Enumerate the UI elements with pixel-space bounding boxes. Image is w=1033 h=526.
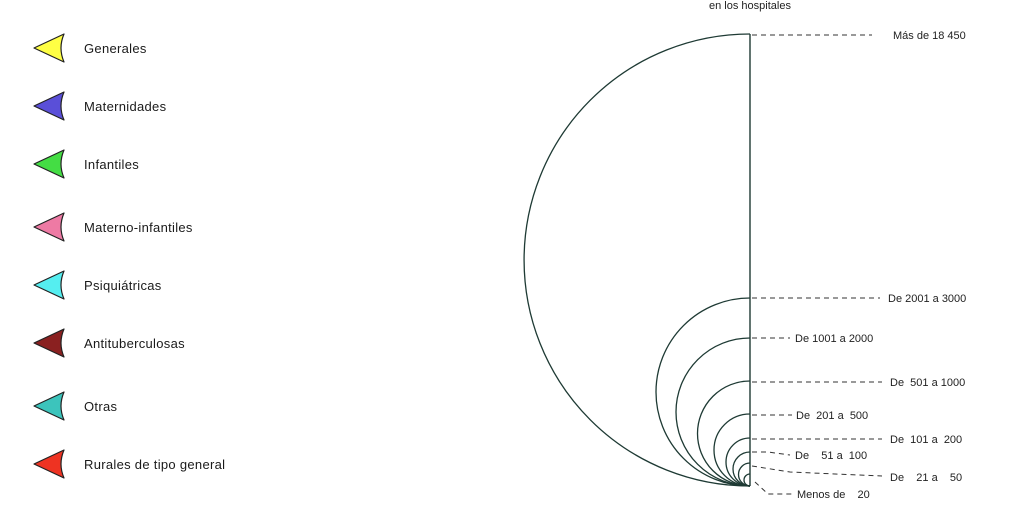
arc-2001-3000 — [655, 297, 751, 487]
arc-501-1000 — [696, 380, 751, 487]
cone-icon — [33, 212, 65, 242]
range-label: De 201 a 500 — [796, 410, 868, 422]
diagram-title: en los hospitales — [709, 0, 791, 12]
legend-item-otras: Otras — [30, 386, 117, 426]
legend-label: Otras — [84, 398, 118, 414]
legend-item-maternidades: Maternidades — [30, 86, 166, 126]
arc-mas-de-18450 — [523, 33, 751, 487]
cone-icon — [33, 449, 65, 479]
range-label: De 51 a 100 — [795, 450, 867, 462]
range-label: De 21 a 50 — [890, 472, 962, 484]
legend-label: Antituberculosas — [84, 335, 185, 351]
legend-item-psiquiatricas: Psiquiátricas — [30, 265, 162, 305]
legend-item-infantiles: Infantiles — [30, 144, 139, 184]
range-label: Más de 18 450 — [893, 30, 966, 42]
legend-label: Maternidades — [84, 98, 167, 114]
arc-menos-20 — [743, 473, 751, 487]
range-label: De 1001 a 2000 — [795, 333, 873, 345]
cone-icon — [33, 33, 65, 63]
leader-line — [752, 451, 791, 456]
legend-item-antituberculosas: Antituberculosas — [30, 323, 185, 363]
legend-item-materno-infantiles: Materno-infantiles — [30, 207, 193, 247]
legend-label: Rurales de tipo general — [84, 456, 226, 472]
range-label: De 501 a 1000 — [890, 377, 965, 389]
leader-line — [751, 465, 883, 477]
cone-icon — [33, 91, 65, 121]
arc-1001-2000 — [675, 337, 751, 487]
legend-item-rurales: Rurales de tipo general — [30, 444, 225, 484]
arc-201-500 — [713, 413, 751, 487]
range-label: De 2001 a 3000 — [888, 293, 966, 305]
cone-icon — [33, 149, 65, 179]
legend-item-generales: Generales — [30, 28, 147, 68]
cone-icon — [33, 328, 65, 358]
legend-label: Psiquiátricas — [84, 277, 162, 293]
arc-101-200 — [725, 437, 751, 487]
range-label: De 101 a 200 — [890, 434, 962, 446]
cone-icon — [33, 270, 65, 300]
leader-line — [754, 481, 792, 495]
range-label: Menos de 20 — [797, 489, 870, 501]
legend-label: Generales — [84, 40, 147, 56]
cone-icon — [33, 391, 65, 421]
legend-label: Materno-infantiles — [84, 219, 193, 235]
legend-label: Infantiles — [84, 156, 140, 172]
